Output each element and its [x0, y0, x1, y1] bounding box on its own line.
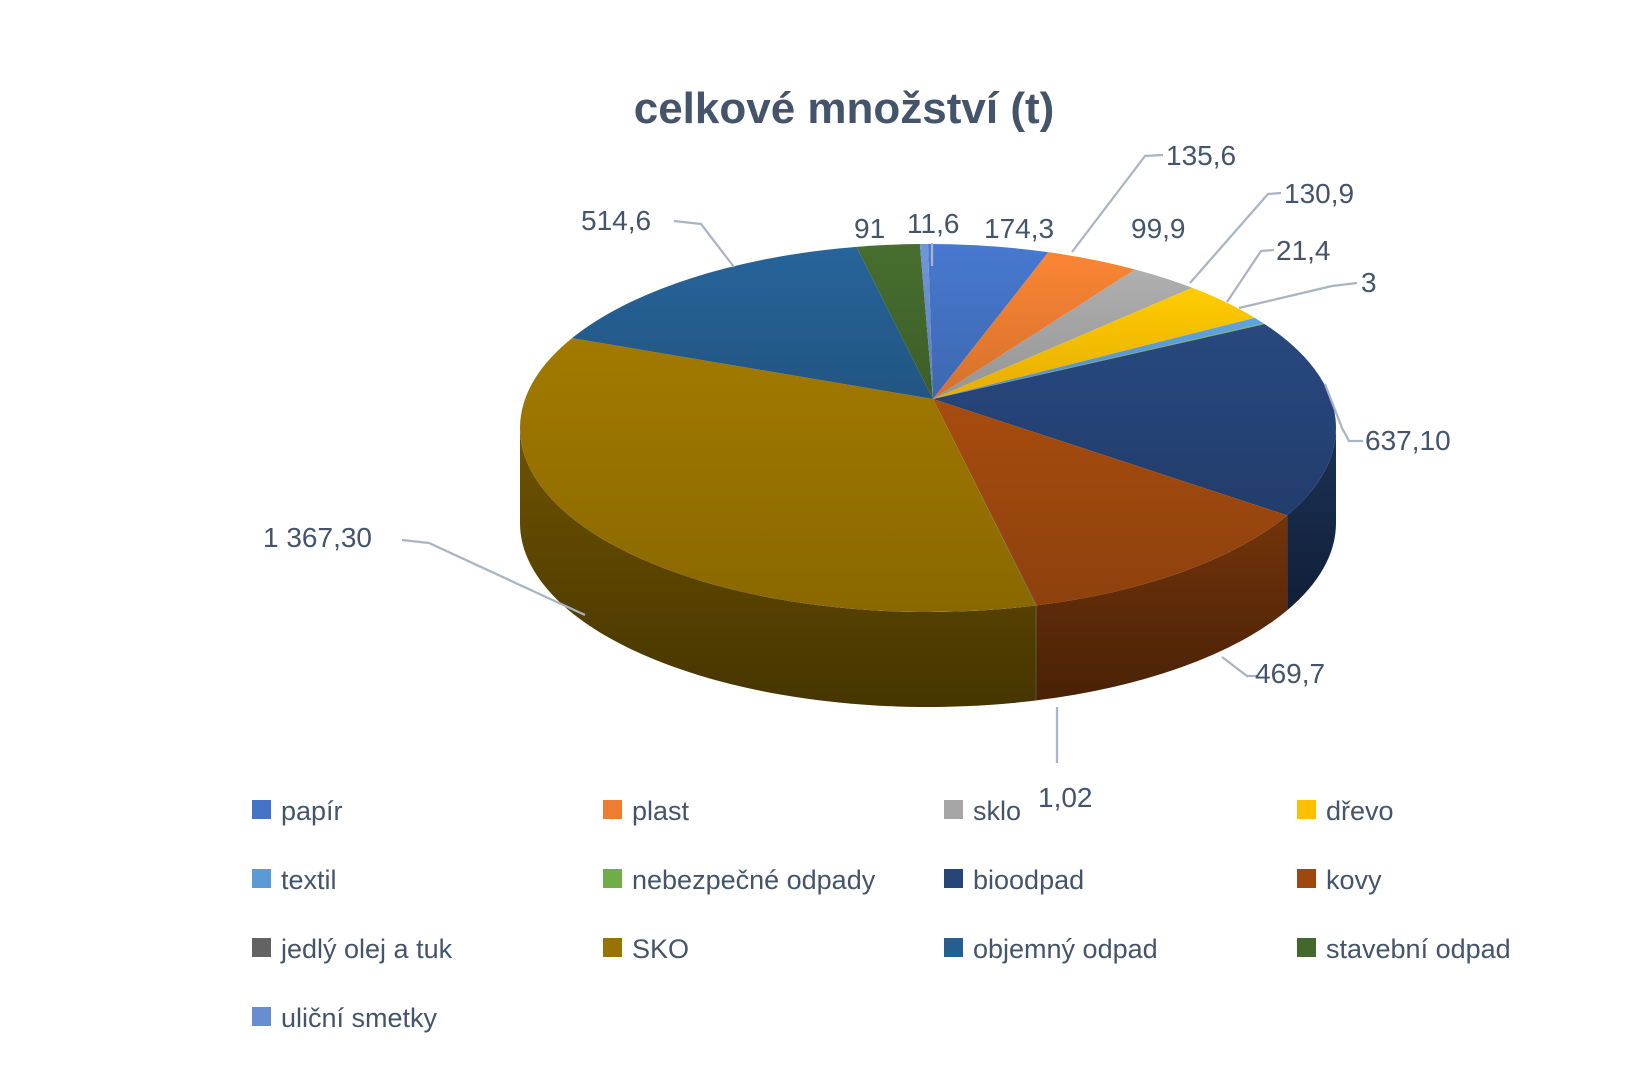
legend-swatch-jedly-olej-a-tuk [252, 938, 271, 957]
pie-slice-jedly-olej-a-tuk [933, 399, 1037, 606]
legend-swatch-kovy [1297, 869, 1316, 888]
data-label-nebezpecne-odpady: 3 [1361, 267, 1377, 298]
pie-slice-objemny-odpad [572, 246, 933, 399]
legend-item-sko: SKO [603, 933, 944, 1002]
legend-label: jedlý olej a tuk [281, 934, 453, 964]
data-label-sklo: 99,9 [1131, 213, 1186, 244]
legend-label: kovy [1326, 865, 1382, 895]
legend-label: bioodpad [973, 865, 1085, 895]
legend-label: plast [632, 796, 690, 826]
chart-legend: papír plast sklo dřevo textil nebezpečné… [252, 795, 1511, 1065]
legend-label: papír [281, 796, 343, 826]
legend-item-jedly-olej-a-tuk: jedlý olej a tuk [252, 933, 603, 1002]
data-label-kovy: 469,7 [1255, 658, 1326, 689]
pie-slice-wall-sko [520, 428, 1036, 707]
legend-swatch-ulicni-smetky [252, 1007, 271, 1026]
legend-item-bioodpad: bioodpad [944, 864, 1297, 933]
legend-label: dřevo [1326, 796, 1394, 826]
pie-slice-ulicni-smetky [919, 244, 933, 399]
legend-label: SKO [632, 934, 690, 964]
legend-swatch-bioodpad [944, 869, 963, 888]
legend-swatch-nebezpecne-odpady [603, 869, 622, 888]
legend-label: stavební odpad [1326, 934, 1511, 964]
data-label-bioodpad: 637,10 [1365, 425, 1451, 456]
pie-slice-sko [520, 338, 1036, 612]
legend-item-papir: papír [252, 795, 603, 864]
data-label-stavebni-odpad: 91 [854, 213, 886, 244]
pie-slice-drevo [933, 287, 1255, 399]
legend-item-ulicni-smetky: uliční smetky [252, 1002, 603, 1065]
legend-label: textil [281, 865, 337, 895]
pie-slice-wall-kovy [1036, 515, 1288, 701]
pie-slice-wall-bioodpad [1287, 428, 1336, 611]
data-label-objemny-odpad: 514,6 [581, 205, 652, 236]
data-label-plast: 135,6 [1166, 140, 1237, 171]
pie-slice-wall-jedly-olej-a-tuk [1035, 605, 1037, 701]
leader-line [1323, 383, 1363, 443]
legend-item-nebezpecne-odpady: nebezpečné odpady [603, 864, 944, 933]
legend-label: objemný odpad [973, 934, 1158, 964]
data-label-papir: 174,3 [984, 213, 1055, 244]
pie-slice-textil [933, 317, 1264, 399]
legend-swatch-objemny-odpad [944, 938, 963, 957]
legend-swatch-textil [252, 869, 271, 888]
leader-line [1238, 281, 1358, 310]
legend-swatch-plast [603, 800, 622, 819]
legend-swatch-papir [252, 800, 271, 819]
legend-swatch-drevo [1297, 800, 1316, 819]
leader-line [1071, 153, 1164, 253]
pie-slice-papir [928, 244, 1049, 399]
leader-line [1221, 656, 1257, 678]
leader-line [1226, 248, 1275, 303]
legend-item-sklo: sklo [944, 795, 1297, 864]
legend-label: nebezpečné odpady [632, 865, 876, 895]
legend-label: sklo [973, 796, 1022, 826]
data-label-drevo: 130,9 [1284, 178, 1355, 209]
pie-slice-bioodpad [933, 324, 1336, 516]
pie-slice-nebezpecne-odpady [933, 323, 1265, 399]
data-label-ulicni-smetky: 11,6 [907, 208, 960, 239]
pie-slice-kovy [933, 399, 1288, 606]
legend-item-stavebni-odpad: stavební odpad [1297, 933, 1511, 1002]
legend-item-textil: textil [252, 864, 603, 933]
legend-item-kovy: kovy [1297, 864, 1511, 933]
legend-label: uliční smetky [281, 1003, 438, 1033]
data-label-sko: 1 367,30 [263, 522, 372, 553]
chart-title: celkové množství (t) [633, 84, 1055, 133]
leader-line [401, 538, 586, 617]
legend-item-plast: plast [603, 795, 944, 864]
legend-item-objemny-odpad: objemný odpad [944, 933, 1297, 1002]
data-label-textil: 21,4 [1276, 235, 1331, 266]
leader-line [1189, 191, 1282, 284]
legend-item-drevo: dřevo [1297, 795, 1511, 864]
pie-slice-stavebni-odpad [856, 244, 933, 399]
pie-slice-sklo [933, 269, 1193, 399]
legend-swatch-sklo [944, 800, 963, 819]
legend-swatch-sko [603, 938, 622, 957]
pie-slice-plast [933, 252, 1136, 399]
legend-swatch-stavebni-odpad [1297, 938, 1316, 957]
leader-line [673, 219, 735, 268]
data-label-jedly-olej-a-tuk: 1,02 [1038, 782, 1093, 813]
